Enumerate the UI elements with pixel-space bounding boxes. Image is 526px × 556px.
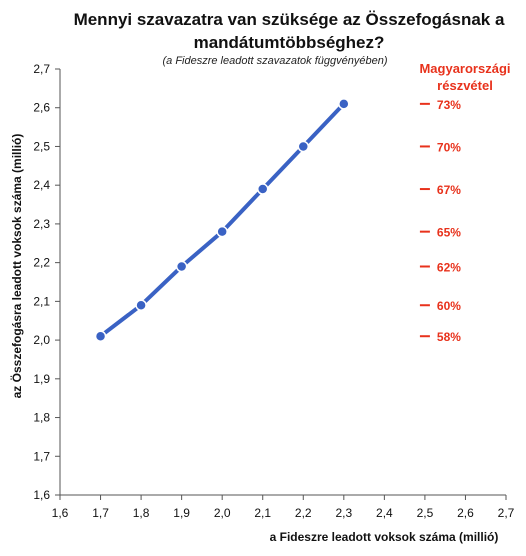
turnout-tick-label: 60% bbox=[437, 299, 461, 313]
series-layer bbox=[94, 98, 350, 342]
x-tick-label: 2,2 bbox=[295, 506, 312, 520]
data-point bbox=[216, 225, 228, 238]
y-tick-label: 2,4 bbox=[33, 178, 50, 192]
x-axis-label: a Fideszre leadott voksok száma (millió) bbox=[270, 530, 499, 544]
x-tick-label: 1,8 bbox=[133, 506, 150, 520]
x-axis-ticks: 1,6 1,7 1,8 1,9 2,0 2,1 2,2 2,3 2,4 2,5 2,6 2,7 bbox=[52, 495, 515, 520]
y-axis-ticks: 1,6 1,7 1,8 1,9 2,0 2,1 2,2 2,3 2,4 2,5 2,6 2,7 bbox=[33, 62, 60, 502]
y-axis-label: az Összefogásra leadott voksok száma (mi… bbox=[9, 134, 24, 399]
data-point bbox=[297, 140, 310, 153]
chart-title-line-2: mandátumtöbbséghez? bbox=[194, 33, 385, 52]
y-tick-label: 1,7 bbox=[33, 449, 50, 463]
y-tick-label: 1,9 bbox=[33, 372, 50, 386]
axes bbox=[59, 69, 506, 496]
y-tick-label: 2,6 bbox=[33, 101, 50, 115]
chart-title-line-1: Mennyi szavazatra van szüksége az Összef… bbox=[74, 10, 505, 29]
turnout-tick-label: 73% bbox=[437, 98, 461, 112]
data-point bbox=[338, 98, 350, 110]
y-tick-label: 2,1 bbox=[33, 294, 50, 308]
data-point bbox=[135, 299, 147, 311]
turnout-tick-label: 62% bbox=[437, 261, 461, 275]
y-tick-label: 2,2 bbox=[33, 256, 50, 270]
x-tick-label: 2,1 bbox=[254, 506, 271, 520]
data-point bbox=[256, 183, 269, 195]
x-tick-label: 1,9 bbox=[173, 506, 190, 520]
y-tick-label: 2,5 bbox=[33, 139, 50, 153]
data-point bbox=[94, 330, 107, 342]
x-tick-label: 2,3 bbox=[335, 506, 352, 520]
y-tick-label: 1,8 bbox=[33, 411, 50, 425]
turnout-tick-label: 65% bbox=[437, 226, 461, 240]
x-tick-label: 2,0 bbox=[214, 506, 231, 520]
x-tick-label: 2,5 bbox=[417, 506, 434, 520]
x-tick-label: 2,4 bbox=[376, 506, 393, 520]
data-point bbox=[175, 260, 188, 273]
y-tick-label: 2,3 bbox=[33, 217, 50, 231]
x-tick-label: 1,6 bbox=[52, 506, 69, 520]
y-tick-label: 2,0 bbox=[33, 333, 50, 347]
turnout-label-line-2: részvétel bbox=[437, 78, 493, 93]
turnout-tick-label: 67% bbox=[437, 183, 461, 197]
x-tick-label: 2,7 bbox=[498, 506, 515, 520]
x-tick-label: 2,6 bbox=[457, 506, 474, 520]
y-tick-label: 1,6 bbox=[33, 488, 50, 502]
turnout-tick-label: 58% bbox=[437, 330, 461, 344]
turnout-tick-label: 70% bbox=[437, 140, 461, 154]
chart-subtitle: (a Fideszre leadott szavazatok függvényé… bbox=[162, 55, 387, 67]
y-tick-label: 2,7 bbox=[33, 62, 50, 76]
turnout-label-line-1: Magyarországi bbox=[419, 61, 510, 76]
turnout-marks: 58% 60% 62% 65% 67% 70% 73% bbox=[419, 98, 461, 344]
x-tick-label: 1,7 bbox=[92, 506, 109, 520]
